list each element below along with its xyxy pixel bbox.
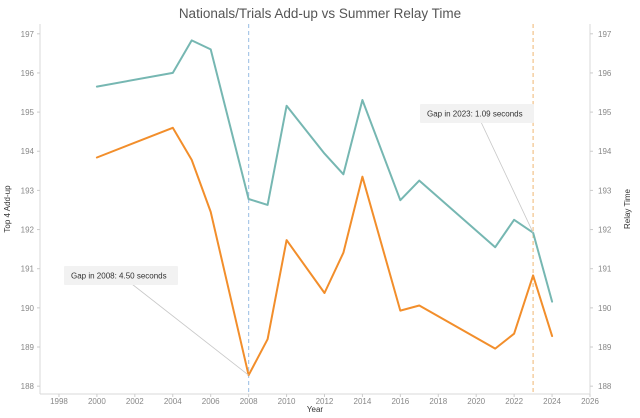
y-tick-label-right: 192 [598, 226, 612, 235]
y-tick-label-left: 188 [21, 382, 35, 391]
x-tick-label: 2018 [429, 397, 447, 406]
series-line-1 [95, 39, 554, 303]
x-tick-label: 2026 [581, 397, 599, 406]
y-tick-label-left: 194 [21, 147, 35, 156]
x-tick-label: 2022 [505, 397, 523, 406]
y-tick-label-left: 192 [21, 226, 35, 235]
y-tick-label-left: 190 [21, 304, 35, 313]
x-tick-label: 2002 [126, 397, 144, 406]
annotation-leader-line [476, 113, 534, 233]
annotation-box [420, 104, 534, 123]
y-tick-label-left: 189 [21, 343, 35, 352]
y-tick-label-left: 197 [21, 30, 35, 39]
chart-title: Nationals/Trials Add-up vs Summer Relay … [178, 6, 462, 21]
x-tick-label: 2008 [240, 397, 258, 406]
x-tick-label: 2020 [467, 397, 485, 406]
y-tick-label-right: 191 [598, 265, 612, 274]
x-tick-label: 2004 [164, 397, 182, 406]
y-tick-label-left: 196 [21, 69, 35, 78]
y-tick-label-right: 197 [598, 30, 612, 39]
series-line-2 [95, 126, 554, 377]
x-tick-label: 2024 [543, 397, 561, 406]
y-tick-label-right: 195 [598, 108, 612, 117]
annotation-text: Gap in 2023: 1.09 seconds [427, 110, 523, 119]
y-tick-label-right: 189 [598, 343, 612, 352]
y-tick-label-right: 193 [598, 186, 612, 195]
x-tick-label: 2014 [354, 397, 372, 406]
annotation-box [64, 266, 178, 285]
x-tick-label: 2000 [88, 397, 106, 406]
x-tick-label: 2010 [278, 397, 296, 406]
y-tick-label-right: 196 [598, 69, 612, 78]
y-tick-label-right: 188 [598, 382, 612, 391]
y-axis-title-right: Relay Time [623, 188, 632, 229]
annotation-leader-line [120, 275, 249, 376]
y-tick-label-left: 195 [21, 108, 35, 117]
x-tick-label: 2012 [316, 397, 334, 406]
x-tick-label: 2006 [202, 397, 220, 406]
y-tick-label-left: 191 [21, 265, 35, 274]
x-axis-title: Year [307, 405, 324, 414]
y-axis-title-left: Top 4 Add-up [3, 185, 12, 233]
y-tick-label-left: 193 [21, 186, 35, 195]
y-tick-label-right: 194 [598, 147, 612, 156]
x-tick-label: 2016 [391, 397, 409, 406]
y-tick-label-right: 190 [598, 304, 612, 313]
annotation-text: Gap in 2008: 4.50 seconds [71, 272, 167, 281]
x-tick-label: 1998 [50, 397, 68, 406]
